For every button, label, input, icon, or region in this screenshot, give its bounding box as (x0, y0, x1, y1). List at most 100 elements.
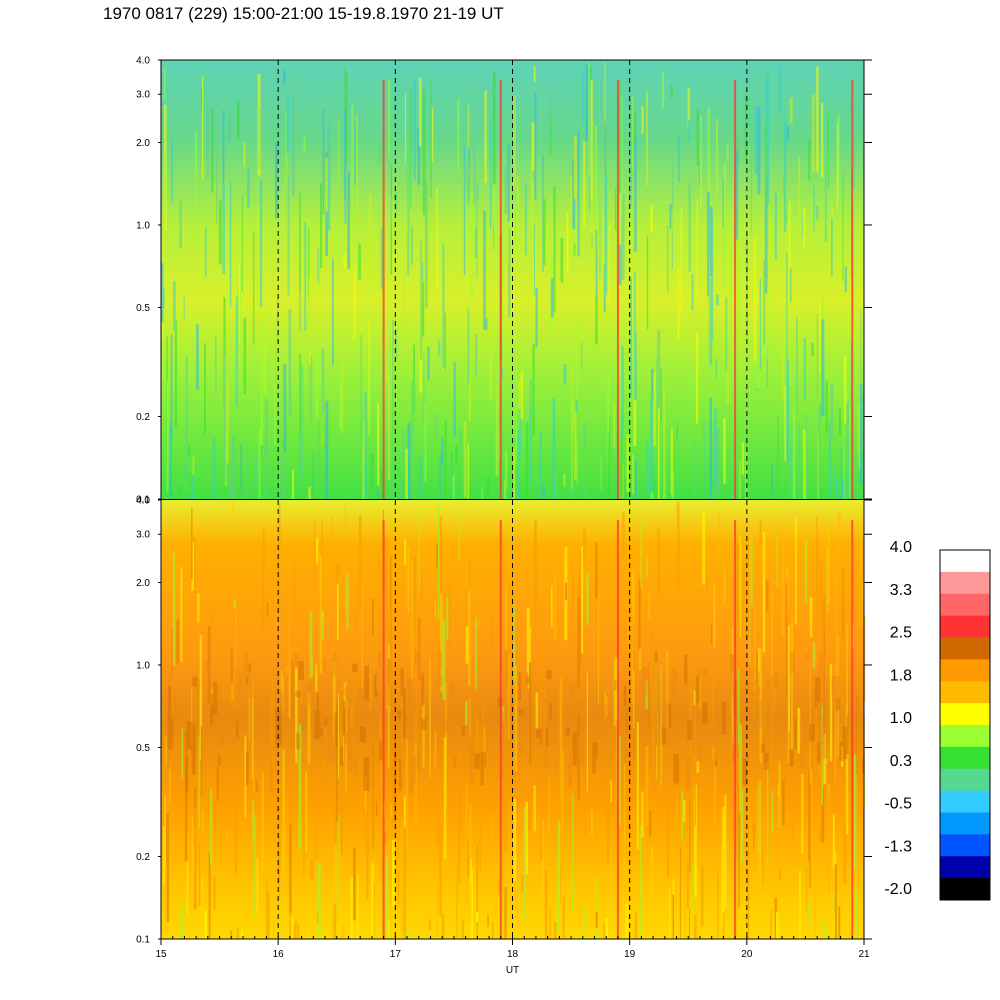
spectrogram-streak (724, 795, 727, 909)
band-streak (398, 736, 402, 759)
spectrogram-streak (183, 294, 185, 320)
spectrogram-streak (439, 516, 443, 610)
spectrogram-streak (831, 212, 833, 277)
spectrogram-streak (819, 295, 821, 374)
spectrogram-streak (815, 699, 817, 780)
spectrogram-streak (469, 858, 472, 884)
band-streak (403, 702, 406, 738)
spectrogram-streak (630, 96, 634, 172)
spectrogram-streak (737, 139, 739, 151)
spectrogram-streak (563, 473, 566, 488)
spectrogram-streak (391, 429, 394, 499)
spectrogram-streak (809, 760, 812, 888)
spectrogram-streak (196, 324, 199, 390)
spectrogram-streak (279, 769, 281, 899)
spectrogram-streak (782, 780, 785, 825)
band-streak (413, 755, 416, 785)
spectrogram-streak (645, 91, 648, 187)
spectrogram-streak (317, 911, 319, 924)
x-tick-label: 21 (858, 949, 870, 960)
spectrogram-streak (766, 580, 769, 612)
spectrogram-streak (345, 586, 348, 609)
band-streak (167, 685, 172, 708)
spectrogram-streak (226, 377, 229, 464)
band-streak (324, 717, 327, 726)
y-tick-label: 1.0 (136, 660, 150, 671)
spectrogram-streak (236, 100, 240, 140)
spectrogram-streak (702, 510, 706, 585)
spectrogram-streak (285, 591, 287, 667)
spectrogram-streak (698, 677, 702, 708)
spectrogram-streak (584, 905, 587, 939)
band-streak (815, 677, 821, 703)
spectrogram-streak (336, 704, 338, 822)
spectrogram-streak (736, 542, 740, 621)
band-streak (684, 665, 687, 680)
spectrogram-streak (293, 924, 297, 939)
band-streak (243, 651, 249, 679)
spectrogram-streak (380, 227, 383, 289)
spectrogram-streak (173, 280, 176, 331)
spectrogram-streak (315, 346, 319, 419)
spectrogram-streak (766, 346, 768, 388)
spectrogram-streak (192, 537, 196, 605)
spectrogram-streak (739, 461, 741, 499)
spectrogram-streak (436, 813, 439, 847)
spectrogram-streak (687, 87, 690, 131)
spectrogram-streak (518, 429, 520, 499)
spectrogram-streak (164, 67, 166, 99)
spectrogram-streak (630, 277, 632, 397)
band-streak (631, 741, 636, 760)
spectrogram-streak (385, 534, 387, 635)
spectrogram-streak (277, 292, 279, 344)
spectrogram-streak (725, 297, 728, 371)
spectrogram-streak (163, 784, 165, 827)
spectrogram-streak (305, 771, 307, 852)
spectrogram-streak (353, 848, 356, 921)
spectrogram-streak (213, 875, 216, 910)
spectrogram-streak (757, 107, 761, 194)
spectrogram-streak (573, 411, 577, 481)
band-streak (231, 706, 235, 718)
spectrogram-streak (585, 63, 589, 141)
band-streak (168, 707, 172, 732)
band-streak (379, 740, 383, 761)
spectrogram-streak (252, 800, 255, 843)
spectrogram-streak (815, 205, 819, 220)
spectrogram-streak (512, 359, 515, 435)
band-streak (192, 676, 198, 687)
spectrogram-streak (440, 664, 444, 692)
spectrogram-streak (279, 503, 281, 615)
spectrogram-streak (524, 497, 527, 499)
spectrogram-streak (776, 537, 778, 587)
spectrogram-streak (635, 912, 638, 939)
spectrogram-streak (763, 668, 765, 736)
spectrogram-streak (821, 319, 825, 416)
spectrogram-streak (713, 584, 716, 648)
band-streak (348, 709, 354, 734)
spectrogram-streak (287, 173, 290, 296)
spectrogram-streak (787, 731, 791, 764)
spectrogram-streak (597, 587, 599, 705)
spectrogram-streak (467, 308, 470, 386)
spectrogram-streak (420, 241, 422, 361)
band-streak (572, 731, 577, 739)
spectrogram-streak (544, 870, 548, 939)
spectrogram-streak (786, 565, 789, 615)
spectrogram-streak (794, 518, 797, 625)
spectrogram-streak (837, 114, 840, 196)
spectrogram-streak (577, 130, 580, 257)
spectrogram-streak (181, 728, 184, 778)
spectrogram-streak (204, 226, 207, 278)
spectrogram-streak (844, 266, 847, 292)
spectrogram-streak (436, 187, 438, 288)
spectrogram-streak (283, 70, 286, 85)
spectrogram-streak (283, 364, 287, 452)
spectrogram-streak (222, 110, 225, 225)
spectrogram-streak (386, 685, 389, 708)
spectrogram-streak (600, 78, 602, 111)
spectrogram-streak (513, 95, 516, 190)
spectrogram-streak (786, 252, 788, 377)
spectrogram-streak (179, 200, 182, 249)
spectrogram-streak (751, 291, 754, 302)
